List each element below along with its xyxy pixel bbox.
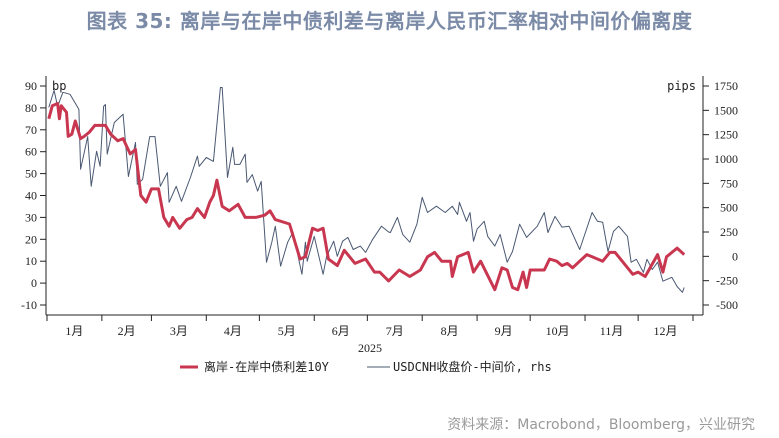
- left-tick-label: -10: [21, 298, 37, 312]
- right-tick-label: 1250: [714, 128, 738, 142]
- right-tick-label: -500: [716, 298, 738, 312]
- month-label: 7月: [386, 324, 404, 338]
- right-tick-label: 1000: [714, 152, 738, 166]
- month-label: 6月: [332, 324, 350, 338]
- left-tick-label: 50: [25, 167, 37, 181]
- legend: 离岸-在岸中债利差10Y USDCNH收盘价-中间价, rhs: [180, 359, 552, 374]
- month-label: 2月: [118, 324, 136, 338]
- month-label: 11月: [600, 324, 624, 338]
- month-label: 10月: [546, 324, 570, 338]
- month-label: 3月: [170, 324, 188, 338]
- tick-labels: -10 0 10 20 30 40 50 60 70 80 90 -500 -250 0 250 500 750…: [21, 79, 738, 338]
- month-label: 9月: [495, 324, 513, 338]
- month-label: 4月: [224, 324, 242, 338]
- right-tick-label: 500: [720, 201, 738, 215]
- left-axis-unit: bp: [52, 79, 66, 93]
- legend-label-usdcnh: USDCNH收盘价-中间价, rhs: [393, 359, 552, 374]
- chart-title: 图表 35: 离岸与在岸中债利差与离岸人民币汇率相对中间价偏离度: [86, 9, 693, 33]
- right-tick-label: -250: [716, 274, 738, 288]
- left-tick-label: 10: [25, 254, 37, 268]
- left-tick-label: 90: [25, 79, 37, 93]
- usdcnh-line: [48, 87, 685, 293]
- left-tick-label: 20: [25, 232, 37, 246]
- month-label: 8月: [441, 324, 459, 338]
- source-note: 资料来源：Macrobond，Bloomberg，兴业研究: [447, 417, 755, 433]
- month-label: 12月: [654, 324, 678, 338]
- month-label: 5月: [278, 324, 296, 338]
- right-tick-label: 250: [720, 225, 738, 239]
- right-tick-label: 750: [720, 176, 738, 190]
- left-tick-label: 60: [25, 145, 37, 159]
- left-tick-label: 80: [25, 101, 37, 115]
- left-tick-label: 70: [25, 123, 37, 137]
- left-tick-label: 0: [31, 276, 37, 290]
- axes: [40, 76, 709, 321]
- spread-line: [47, 102, 686, 292]
- left-tick-label: 30: [25, 210, 37, 224]
- right-axis-unit: pips: [667, 79, 696, 93]
- x-axis-label: 2025: [358, 341, 382, 355]
- legend-label-spread: 离岸-在岸中债利差10Y: [204, 359, 330, 374]
- right-tick-label: 1500: [714, 103, 738, 117]
- series-lines: [47, 87, 686, 293]
- right-tick-label: 0: [732, 249, 738, 263]
- month-label: 1月: [65, 324, 83, 338]
- left-tick-label: 40: [25, 189, 37, 203]
- right-tick-label: 1750: [714, 79, 738, 93]
